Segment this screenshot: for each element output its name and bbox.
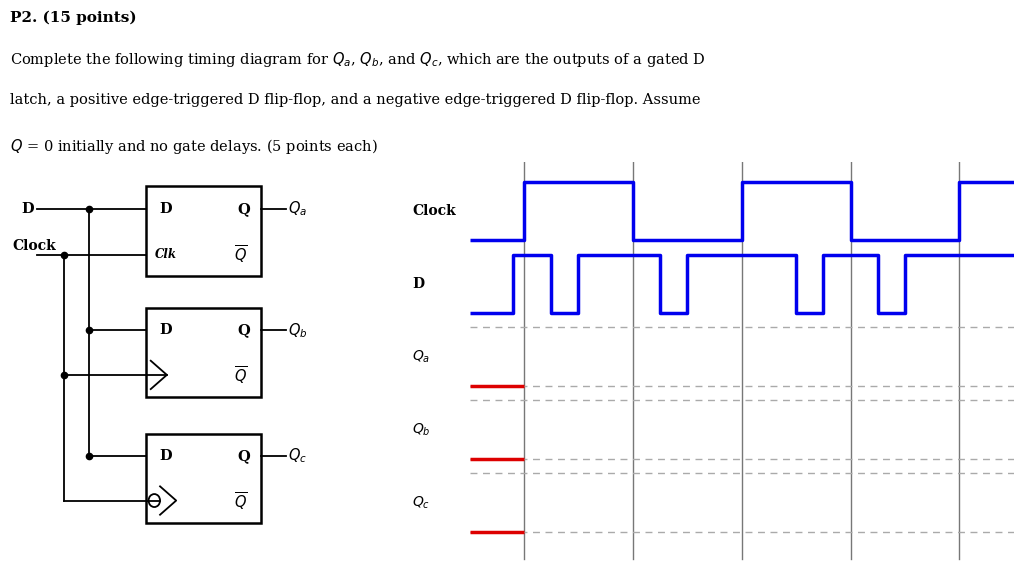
- Bar: [146, 186, 261, 276]
- Text: latch, a positive edge-triggered D flip-flop, and a negative edge-triggered D fl: latch, a positive edge-triggered D flip-…: [10, 93, 700, 107]
- Bar: [146, 308, 261, 397]
- Text: $Q_a$: $Q_a$: [288, 199, 307, 218]
- Text: $Q_b$: $Q_b$: [288, 321, 307, 340]
- Text: Clock: Clock: [412, 204, 456, 218]
- Text: D: D: [20, 201, 34, 216]
- Text: D: D: [159, 201, 172, 216]
- Text: $Q$ = 0 initially and no gate delays. (5 points each): $Q$ = 0 initially and no gate delays. (5…: [10, 137, 378, 156]
- Text: D: D: [159, 323, 172, 338]
- Text: D: D: [159, 449, 172, 463]
- Text: D: D: [412, 277, 424, 291]
- Text: $\overline{Q}$: $\overline{Q}$: [234, 490, 248, 513]
- Text: P2. (15 points): P2. (15 points): [10, 10, 137, 25]
- Text: $Q_c$: $Q_c$: [412, 494, 430, 511]
- Text: $Q_a$: $Q_a$: [412, 349, 430, 365]
- Text: Q: Q: [238, 449, 251, 463]
- Text: Clk: Clk: [156, 248, 177, 261]
- Text: $\overline{Q}$: $\overline{Q}$: [234, 365, 248, 387]
- Bar: [146, 434, 261, 523]
- Text: Complete the following timing diagram for $Q_a$, $Q_b$, and $Q_c$, which are the: Complete the following timing diagram fo…: [10, 50, 706, 68]
- Text: $Q_b$: $Q_b$: [412, 422, 431, 438]
- Text: Clock: Clock: [12, 240, 55, 254]
- Text: $Q_c$: $Q_c$: [288, 446, 307, 466]
- Text: Q: Q: [238, 201, 251, 216]
- Text: $\overline{Q}$: $\overline{Q}$: [234, 243, 248, 266]
- Text: Q: Q: [238, 323, 251, 338]
